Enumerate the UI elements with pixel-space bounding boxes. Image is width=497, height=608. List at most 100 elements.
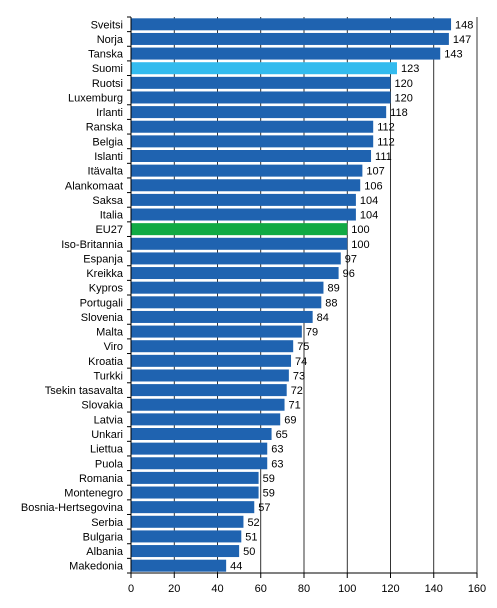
data-label: 143 bbox=[444, 49, 462, 61]
data-label: 52 bbox=[247, 517, 259, 529]
bar bbox=[131, 340, 294, 353]
data-label: 89 bbox=[327, 283, 339, 295]
bar bbox=[131, 179, 361, 192]
data-label: 72 bbox=[291, 385, 303, 397]
data-label: 148 bbox=[455, 19, 473, 31]
category-label: Kreikka bbox=[86, 268, 124, 280]
bar bbox=[131, 442, 268, 455]
data-label: 111 bbox=[375, 151, 392, 163]
bar bbox=[131, 237, 348, 250]
bar bbox=[131, 310, 313, 323]
bar bbox=[131, 369, 289, 382]
bar bbox=[131, 428, 272, 440]
category-label: Unkari bbox=[91, 429, 123, 441]
x-tick-label: 20 bbox=[168, 583, 180, 595]
bar bbox=[131, 515, 244, 528]
bars bbox=[131, 18, 452, 572]
bar bbox=[131, 62, 397, 75]
category-label: Turkki bbox=[93, 370, 123, 382]
category-label: Viro bbox=[104, 341, 123, 353]
category-label: Puola bbox=[95, 458, 124, 470]
category-label: Italia bbox=[100, 210, 124, 222]
category-label: Kroatia bbox=[88, 356, 124, 368]
x-tick-label: 140 bbox=[425, 583, 443, 595]
category-label: Suomi bbox=[92, 63, 123, 75]
data-label: 118 bbox=[390, 107, 408, 119]
data-label: 123 bbox=[401, 63, 419, 75]
category-label: Makedonia bbox=[69, 561, 124, 573]
category-label: Latvia bbox=[94, 414, 124, 426]
category-label: Slovakia bbox=[81, 400, 123, 412]
bar bbox=[131, 164, 363, 177]
data-label: 57 bbox=[258, 502, 270, 514]
data-label: 106 bbox=[364, 180, 382, 192]
bar bbox=[131, 325, 302, 338]
data-label: 104 bbox=[360, 195, 378, 207]
category-label: Ranska bbox=[86, 122, 124, 134]
x-tick-label: 100 bbox=[338, 583, 356, 595]
data-label: 59 bbox=[263, 473, 275, 485]
x-tick-label: 0 bbox=[128, 583, 134, 595]
data-label: 84 bbox=[317, 312, 329, 324]
bar bbox=[131, 193, 356, 206]
bar bbox=[131, 413, 281, 426]
category-label: Liettua bbox=[90, 444, 124, 456]
category-label: Tsekin tasavalta bbox=[45, 385, 124, 397]
x-tick-label: 40 bbox=[211, 583, 223, 595]
category-label: Montenegro bbox=[64, 488, 123, 500]
category-label: Iso-Britannia bbox=[61, 239, 124, 251]
category-label: EU27 bbox=[95, 224, 123, 236]
bar bbox=[131, 354, 292, 367]
bar bbox=[131, 150, 372, 162]
category-label: Itävalta bbox=[88, 166, 124, 178]
bar bbox=[131, 91, 391, 104]
category-label: Saksa bbox=[92, 195, 123, 207]
bar bbox=[131, 471, 259, 484]
data-label: 100 bbox=[351, 224, 369, 236]
labels: 0 20 40 60 80 100 120 140 160 Sveitsi 148 Norja 147 T… bbox=[21, 19, 486, 595]
bar bbox=[131, 296, 322, 309]
bar bbox=[131, 267, 339, 280]
category-label: Luxemburg bbox=[68, 92, 123, 104]
bar bbox=[131, 223, 348, 236]
category-label: Irlanti bbox=[96, 107, 123, 119]
bar bbox=[131, 32, 449, 45]
data-label: 59 bbox=[263, 488, 275, 500]
category-label: Tanska bbox=[88, 49, 124, 61]
bar bbox=[131, 545, 240, 558]
data-label: 120 bbox=[395, 78, 413, 90]
category-label: Espanja bbox=[83, 253, 124, 265]
category-label: Belgia bbox=[92, 136, 123, 148]
data-label: 65 bbox=[276, 429, 288, 441]
bar bbox=[131, 135, 374, 148]
data-label: 63 bbox=[271, 458, 283, 470]
bar bbox=[131, 252, 341, 265]
data-label: 97 bbox=[345, 253, 357, 265]
data-label: 96 bbox=[343, 268, 355, 280]
bar bbox=[131, 384, 287, 397]
data-label: 69 bbox=[284, 414, 296, 426]
data-label: 73 bbox=[293, 370, 305, 382]
category-label: Ruotsi bbox=[92, 78, 123, 90]
category-label: Norja bbox=[97, 34, 124, 46]
data-label: 79 bbox=[306, 327, 318, 339]
category-label: Albania bbox=[86, 546, 124, 558]
data-label: 50 bbox=[243, 546, 255, 558]
bar bbox=[131, 398, 285, 411]
data-label: 75 bbox=[297, 341, 309, 353]
bar bbox=[131, 106, 387, 119]
data-label: 88 bbox=[325, 297, 337, 309]
x-tick-label: 120 bbox=[381, 583, 399, 595]
category-label: Bosnia-Hertsegovina bbox=[21, 502, 124, 514]
data-label: 104 bbox=[360, 210, 378, 222]
bar bbox=[131, 47, 441, 60]
data-label: 147 bbox=[453, 34, 471, 46]
bar bbox=[131, 457, 268, 470]
category-label: Bulgaria bbox=[83, 531, 124, 543]
data-label: 71 bbox=[289, 400, 301, 412]
category-label: Kypros bbox=[89, 283, 124, 295]
x-tick-label: 80 bbox=[298, 583, 310, 595]
bar bbox=[131, 501, 255, 514]
data-label: 100 bbox=[351, 239, 369, 251]
